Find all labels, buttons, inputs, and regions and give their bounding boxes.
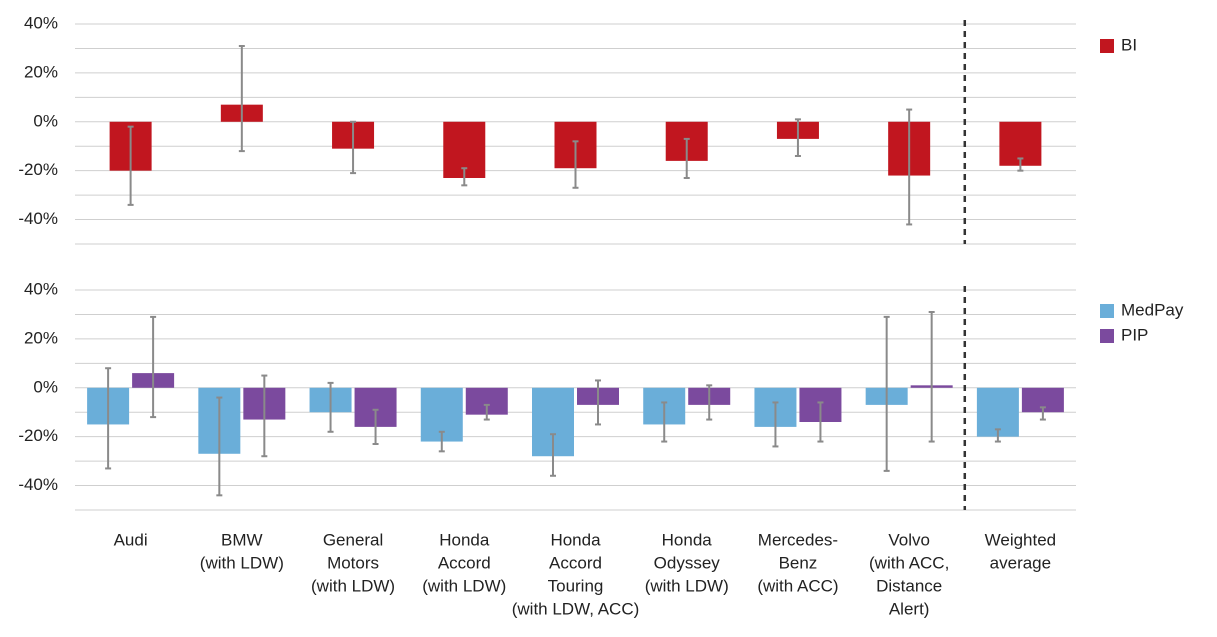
legend-swatch	[1100, 304, 1114, 318]
x-tick-label: Weighted	[985, 530, 1057, 549]
x-tick-label: Audi	[114, 530, 148, 549]
x-tick-label: General	[323, 530, 383, 549]
x-tick-label: Honda	[439, 530, 490, 549]
x-tick-label: Accord	[438, 553, 491, 572]
x-tick-label: (with LDW, ACC)	[512, 599, 640, 618]
y-tick-label: 20%	[24, 328, 58, 347]
x-tick-label: Distance	[876, 576, 942, 595]
y-tick-label: 0%	[33, 377, 58, 396]
x-tick-label: (with LDW)	[200, 553, 284, 572]
x-tick-label: Mercedes-	[758, 530, 838, 549]
x-tick-label: BMW	[221, 530, 263, 549]
x-tick-label: (with LDW)	[422, 576, 506, 595]
x-tick-label: average	[990, 553, 1051, 572]
y-tick-label: 20%	[24, 62, 58, 81]
x-tick-label: Honda	[662, 530, 713, 549]
x-tick-label: (with LDW)	[311, 576, 395, 595]
legend-swatch	[1100, 39, 1114, 53]
x-tick-label: Touring	[548, 576, 604, 595]
y-tick-label: -40%	[18, 209, 58, 228]
y-tick-label: -20%	[18, 160, 58, 179]
x-tick-label: Honda	[550, 530, 601, 549]
x-tick-label: Odyssey	[654, 553, 721, 572]
legend-label: PIP	[1121, 325, 1148, 344]
x-tick-label: Benz	[779, 553, 818, 572]
x-tick-label: (with ACC,	[869, 553, 949, 572]
y-tick-label: 40%	[24, 13, 58, 32]
y-tick-label: -20%	[18, 426, 58, 445]
x-tick-label: Volvo	[888, 530, 930, 549]
y-tick-label: 0%	[33, 111, 58, 130]
x-tick-label: Accord	[549, 553, 602, 572]
legend-label: MedPay	[1121, 300, 1184, 319]
x-tick-label: Motors	[327, 553, 379, 572]
y-tick-label: -40%	[18, 475, 58, 494]
x-tick-label: (with LDW)	[645, 576, 729, 595]
y-tick-label: 40%	[24, 279, 58, 298]
x-tick-label: (with ACC)	[757, 576, 838, 595]
x-tick-label: Alert)	[889, 599, 930, 618]
legend-swatch	[1100, 329, 1114, 343]
legend-label: BI	[1121, 35, 1137, 54]
